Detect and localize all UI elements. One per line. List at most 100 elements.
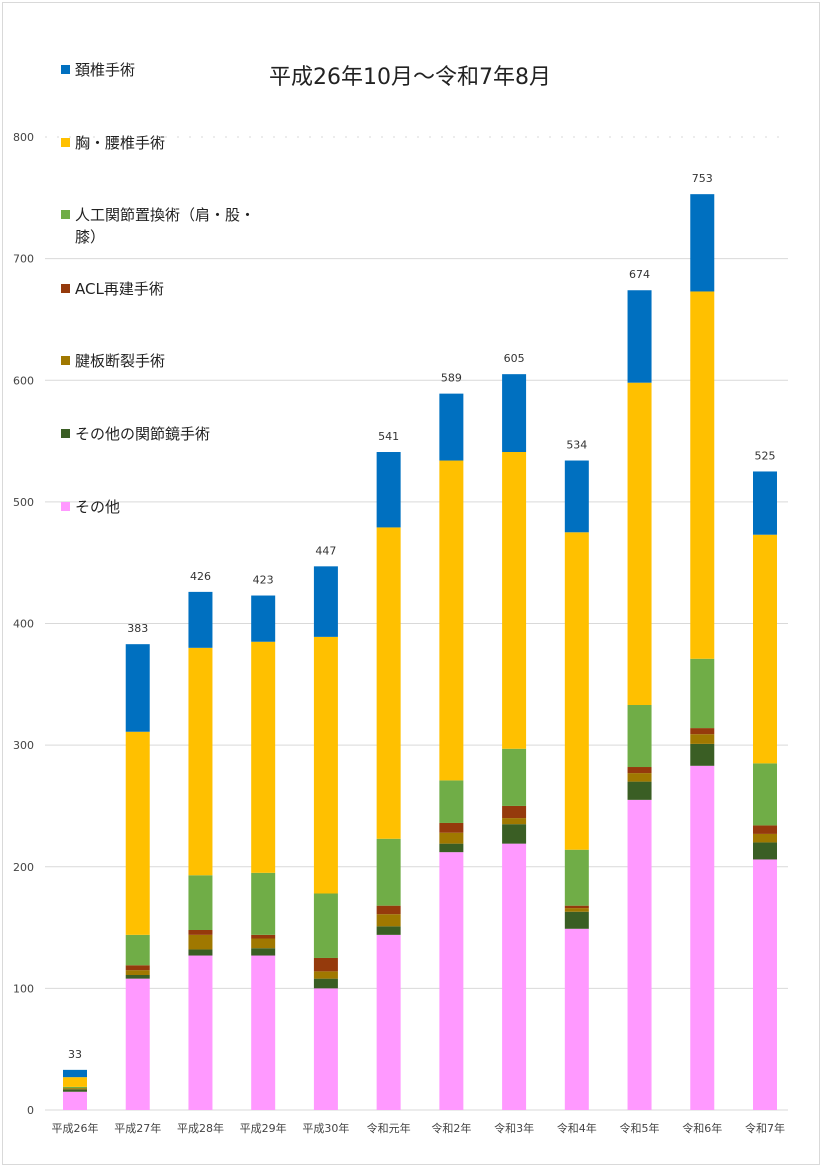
bar-segment (439, 460, 464, 781)
total-data-label: 534 (566, 439, 587, 452)
total-data-label: 541 (378, 430, 399, 443)
legend-label: 腱板断裂手術 (75, 352, 165, 370)
total-labels: 33 383 426 423 447 541 589 605 534 674 753 525 (68, 172, 776, 1061)
x-tick-label: 平成30年 (302, 1121, 349, 1135)
bar-segment (63, 1069, 87, 1078)
bar-segment (125, 965, 150, 971)
legend-swatch (61, 65, 70, 74)
total-data-label: 674 (629, 268, 650, 281)
total-data-label: 589 (441, 372, 462, 385)
bar-segment (690, 743, 715, 766)
total-data-label: 426 (190, 570, 211, 583)
bar-segment (376, 527, 401, 839)
bar-segment (313, 971, 338, 979)
x-tick-label: 平成26年 (52, 1121, 99, 1135)
bar-segment (753, 763, 777, 826)
bar-segment (564, 908, 589, 912)
bar-segment (313, 636, 338, 894)
bar-segment (313, 988, 338, 1110)
bar-segment (627, 799, 652, 1110)
bar-segment (564, 849, 589, 906)
y-tick-label: 400 (13, 618, 34, 631)
bar-segment (502, 748, 527, 806)
bar-segment (753, 534, 777, 764)
bar-segment (63, 1089, 87, 1092)
bar-segment (564, 460, 589, 533)
bar-segment (564, 911, 589, 929)
bar-segment (188, 929, 213, 935)
total-data-label: 383 (127, 622, 148, 635)
bar-segment (376, 905, 401, 915)
bar-segment (63, 1091, 87, 1110)
bar-segment (251, 872, 276, 935)
legend-label: その他の関節鏡手術 (75, 425, 210, 443)
bar-segment (564, 532, 589, 850)
total-data-label: 753 (692, 172, 713, 185)
bar-segment (251, 934, 276, 939)
bar-segment (627, 767, 652, 774)
bar-segment (251, 938, 276, 949)
bar-segment (502, 843, 527, 1110)
total-data-label: 33 (68, 1048, 82, 1061)
legend-label: その他 (75, 498, 120, 516)
x-tick-label: 令和7年 (745, 1121, 785, 1135)
chart-title: 平成26年10月～令和7年8月 (269, 65, 551, 90)
bar-segment (564, 928, 589, 1110)
bar-segment (188, 949, 213, 956)
total-data-label: 605 (504, 352, 525, 365)
bar-segment (376, 914, 401, 927)
bar-segment (627, 382, 652, 705)
bar-segment (376, 926, 401, 935)
bar-segment (188, 591, 213, 648)
x-axis-ticks: 平成26年 平成27年 平成28年 平成29年 平成30年 令和元年 令和2年 令和3年 令和4… (52, 1121, 786, 1135)
y-tick-label: 300 (13, 739, 34, 752)
bar-segment (753, 825, 777, 834)
gridlines (45, 136, 788, 1111)
legend-swatch (61, 284, 70, 293)
x-tick-label: 令和元年 (367, 1121, 411, 1135)
total-data-label: 447 (315, 544, 336, 557)
bar-segment (753, 859, 777, 1110)
y-tick-label: 800 (13, 131, 34, 144)
bar-segment (627, 781, 652, 800)
total-data-label: 423 (253, 574, 274, 587)
legend-swatch (61, 356, 70, 365)
bar-segment (627, 773, 652, 782)
bar-segment (376, 838, 401, 906)
y-tick-label: 600 (13, 374, 34, 387)
bar-segment (439, 822, 464, 833)
x-tick-label: 平成29年 (240, 1121, 287, 1135)
bar-segment (439, 852, 464, 1110)
bar-segment (564, 905, 589, 909)
bar-segment (63, 1088, 87, 1090)
bar-segment (439, 843, 464, 853)
legend-label: 頚椎手術 (75, 61, 135, 79)
bar-segment (251, 595, 276, 642)
x-tick-label: 令和5年 (620, 1121, 660, 1135)
bar-segment (690, 728, 715, 735)
x-tick-label: 令和6年 (682, 1121, 722, 1135)
bar-segment (63, 1086, 87, 1089)
y-tick-label: 500 (13, 496, 34, 509)
bar-segment (313, 566, 338, 637)
x-tick-label: 令和2年 (431, 1121, 471, 1135)
y-axis-ticks: 0 100 200 300 400 500 600 700 800 (13, 131, 34, 1117)
bar-segment (251, 955, 276, 1110)
bar-segment (313, 978, 338, 989)
legend-label: 胸・腰椎手術 (75, 134, 165, 152)
bar-segment (63, 1077, 87, 1087)
legend-label: ACL再建手術 (75, 280, 164, 298)
total-data-label: 525 (755, 449, 776, 462)
bar-segment (690, 765, 715, 1110)
y-tick-label: 200 (13, 861, 34, 874)
bar-segment (502, 374, 527, 453)
bar-segment (502, 805, 527, 819)
bar-segment (188, 934, 213, 950)
x-tick-label: 平成27年 (114, 1121, 161, 1135)
bar-segment (376, 452, 401, 528)
bar-segment (690, 194, 715, 292)
bar-segment (376, 934, 401, 1110)
bar-segment (502, 818, 527, 825)
